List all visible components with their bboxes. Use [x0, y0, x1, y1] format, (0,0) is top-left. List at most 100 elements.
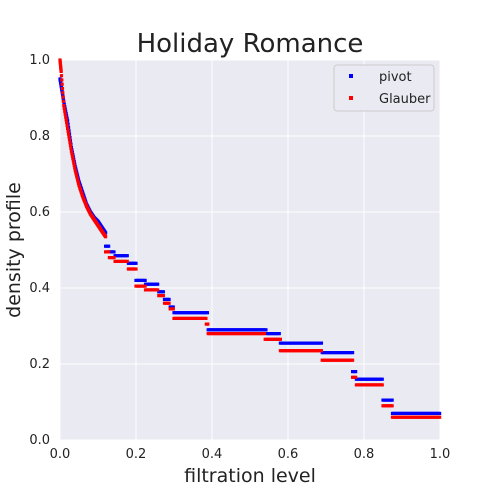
data-point — [59, 69, 63, 73]
data-point — [278, 337, 282, 341]
data-point — [61, 95, 65, 99]
data-point — [390, 404, 394, 408]
data-point — [68, 141, 72, 145]
data-point — [75, 178, 80, 182]
data-point — [380, 377, 384, 381]
data-point — [59, 74, 64, 78]
data-point — [63, 112, 67, 116]
data-point — [112, 250, 116, 254]
y-axis-label: density profile — [3, 182, 25, 318]
x-tick-label: 0.6 — [278, 447, 299, 462]
data-point — [71, 156, 75, 160]
plot-area — [60, 60, 440, 440]
data-point — [351, 358, 355, 362]
data-point — [75, 174, 79, 178]
data-point — [104, 231, 108, 235]
data-point — [76, 180, 80, 184]
data-point — [64, 115, 68, 119]
data-point — [125, 259, 129, 263]
data-point — [60, 82, 64, 86]
data-point — [167, 301, 171, 305]
data-point — [73, 168, 77, 172]
data-point — [206, 322, 210, 326]
y-tick-label: 0.0 — [29, 433, 50, 448]
data-point — [66, 132, 71, 136]
x-axis-label: filtration level — [184, 465, 316, 487]
data-point — [354, 375, 358, 379]
data-point — [75, 176, 79, 180]
data-point — [73, 166, 77, 170]
data-point — [134, 261, 138, 265]
data-point — [63, 109, 67, 113]
data-point — [204, 316, 208, 320]
legend-box — [333, 64, 435, 112]
data-point — [70, 154, 74, 158]
data-point — [68, 143, 73, 148]
data-point — [262, 332, 267, 336]
data-point — [156, 288, 160, 292]
data-point — [62, 106, 66, 111]
data-point — [72, 163, 76, 168]
data-point — [64, 118, 68, 122]
y-tick-label: 0.8 — [29, 129, 50, 144]
data-point — [125, 254, 129, 258]
data-point — [112, 256, 116, 260]
data-point — [60, 86, 65, 91]
data-point — [438, 411, 442, 415]
data-point — [66, 129, 70, 133]
legend-marker-pivot — [349, 74, 353, 78]
data-point — [62, 104, 66, 108]
data-point — [156, 282, 160, 286]
grid — [59, 59, 441, 441]
x-tick-label: 0.4 — [202, 447, 223, 462]
data-point — [205, 311, 210, 315]
data-point — [351, 351, 355, 355]
data-point — [390, 398, 394, 402]
legend-marker-glauber — [349, 96, 353, 100]
data-point — [67, 138, 72, 142]
data-point — [61, 91, 65, 95]
data-point — [65, 123, 69, 128]
data-point — [76, 181, 81, 186]
tick-labels: 0.0 0.2 0.4 0.6 0.8 1.0 0.0 0.2 0.4 0.6 0.8 1.0 — [29, 53, 450, 462]
legend-label-pivot: pivot — [379, 70, 412, 85]
data-point — [74, 170, 78, 174]
data-point — [67, 135, 71, 139]
x-tick-label: 0.8 — [354, 447, 375, 462]
data-point — [354, 370, 358, 374]
data-point — [107, 244, 111, 248]
data-point — [107, 250, 111, 254]
data-point — [264, 328, 268, 332]
x-tick-label: 1.0 — [430, 447, 451, 462]
data-point — [277, 332, 281, 336]
data-point — [134, 267, 138, 271]
series-glauber — [58, 58, 442, 419]
data-point — [438, 415, 442, 419]
chart-title: Holiday Romance — [137, 29, 364, 59]
legend: pivot Glauber — [333, 64, 435, 112]
y-tick-label: 0.4 — [29, 281, 50, 296]
data-point — [161, 294, 165, 298]
data-point — [74, 172, 78, 176]
data-point — [69, 149, 73, 153]
data-point — [167, 297, 171, 301]
data-point — [61, 99, 66, 103]
data-point — [72, 161, 76, 165]
y-tick-label: 1.0 — [29, 53, 50, 68]
data-point — [143, 278, 147, 282]
data-point — [319, 349, 324, 353]
x-tick-label: 0.0 — [50, 447, 71, 462]
data-point — [66, 126, 70, 130]
data-point — [380, 383, 384, 387]
y-tick-label: 0.2 — [29, 357, 50, 372]
data-point — [104, 235, 108, 239]
series-layer — [58, 58, 442, 419]
data-point — [69, 146, 73, 150]
legend-label-glauber: Glauber — [379, 92, 431, 107]
data-point — [70, 151, 74, 156]
x-tick-label: 0.2 — [126, 447, 147, 462]
data-point — [171, 307, 175, 311]
data-point — [161, 290, 165, 294]
data-point — [60, 78, 64, 82]
